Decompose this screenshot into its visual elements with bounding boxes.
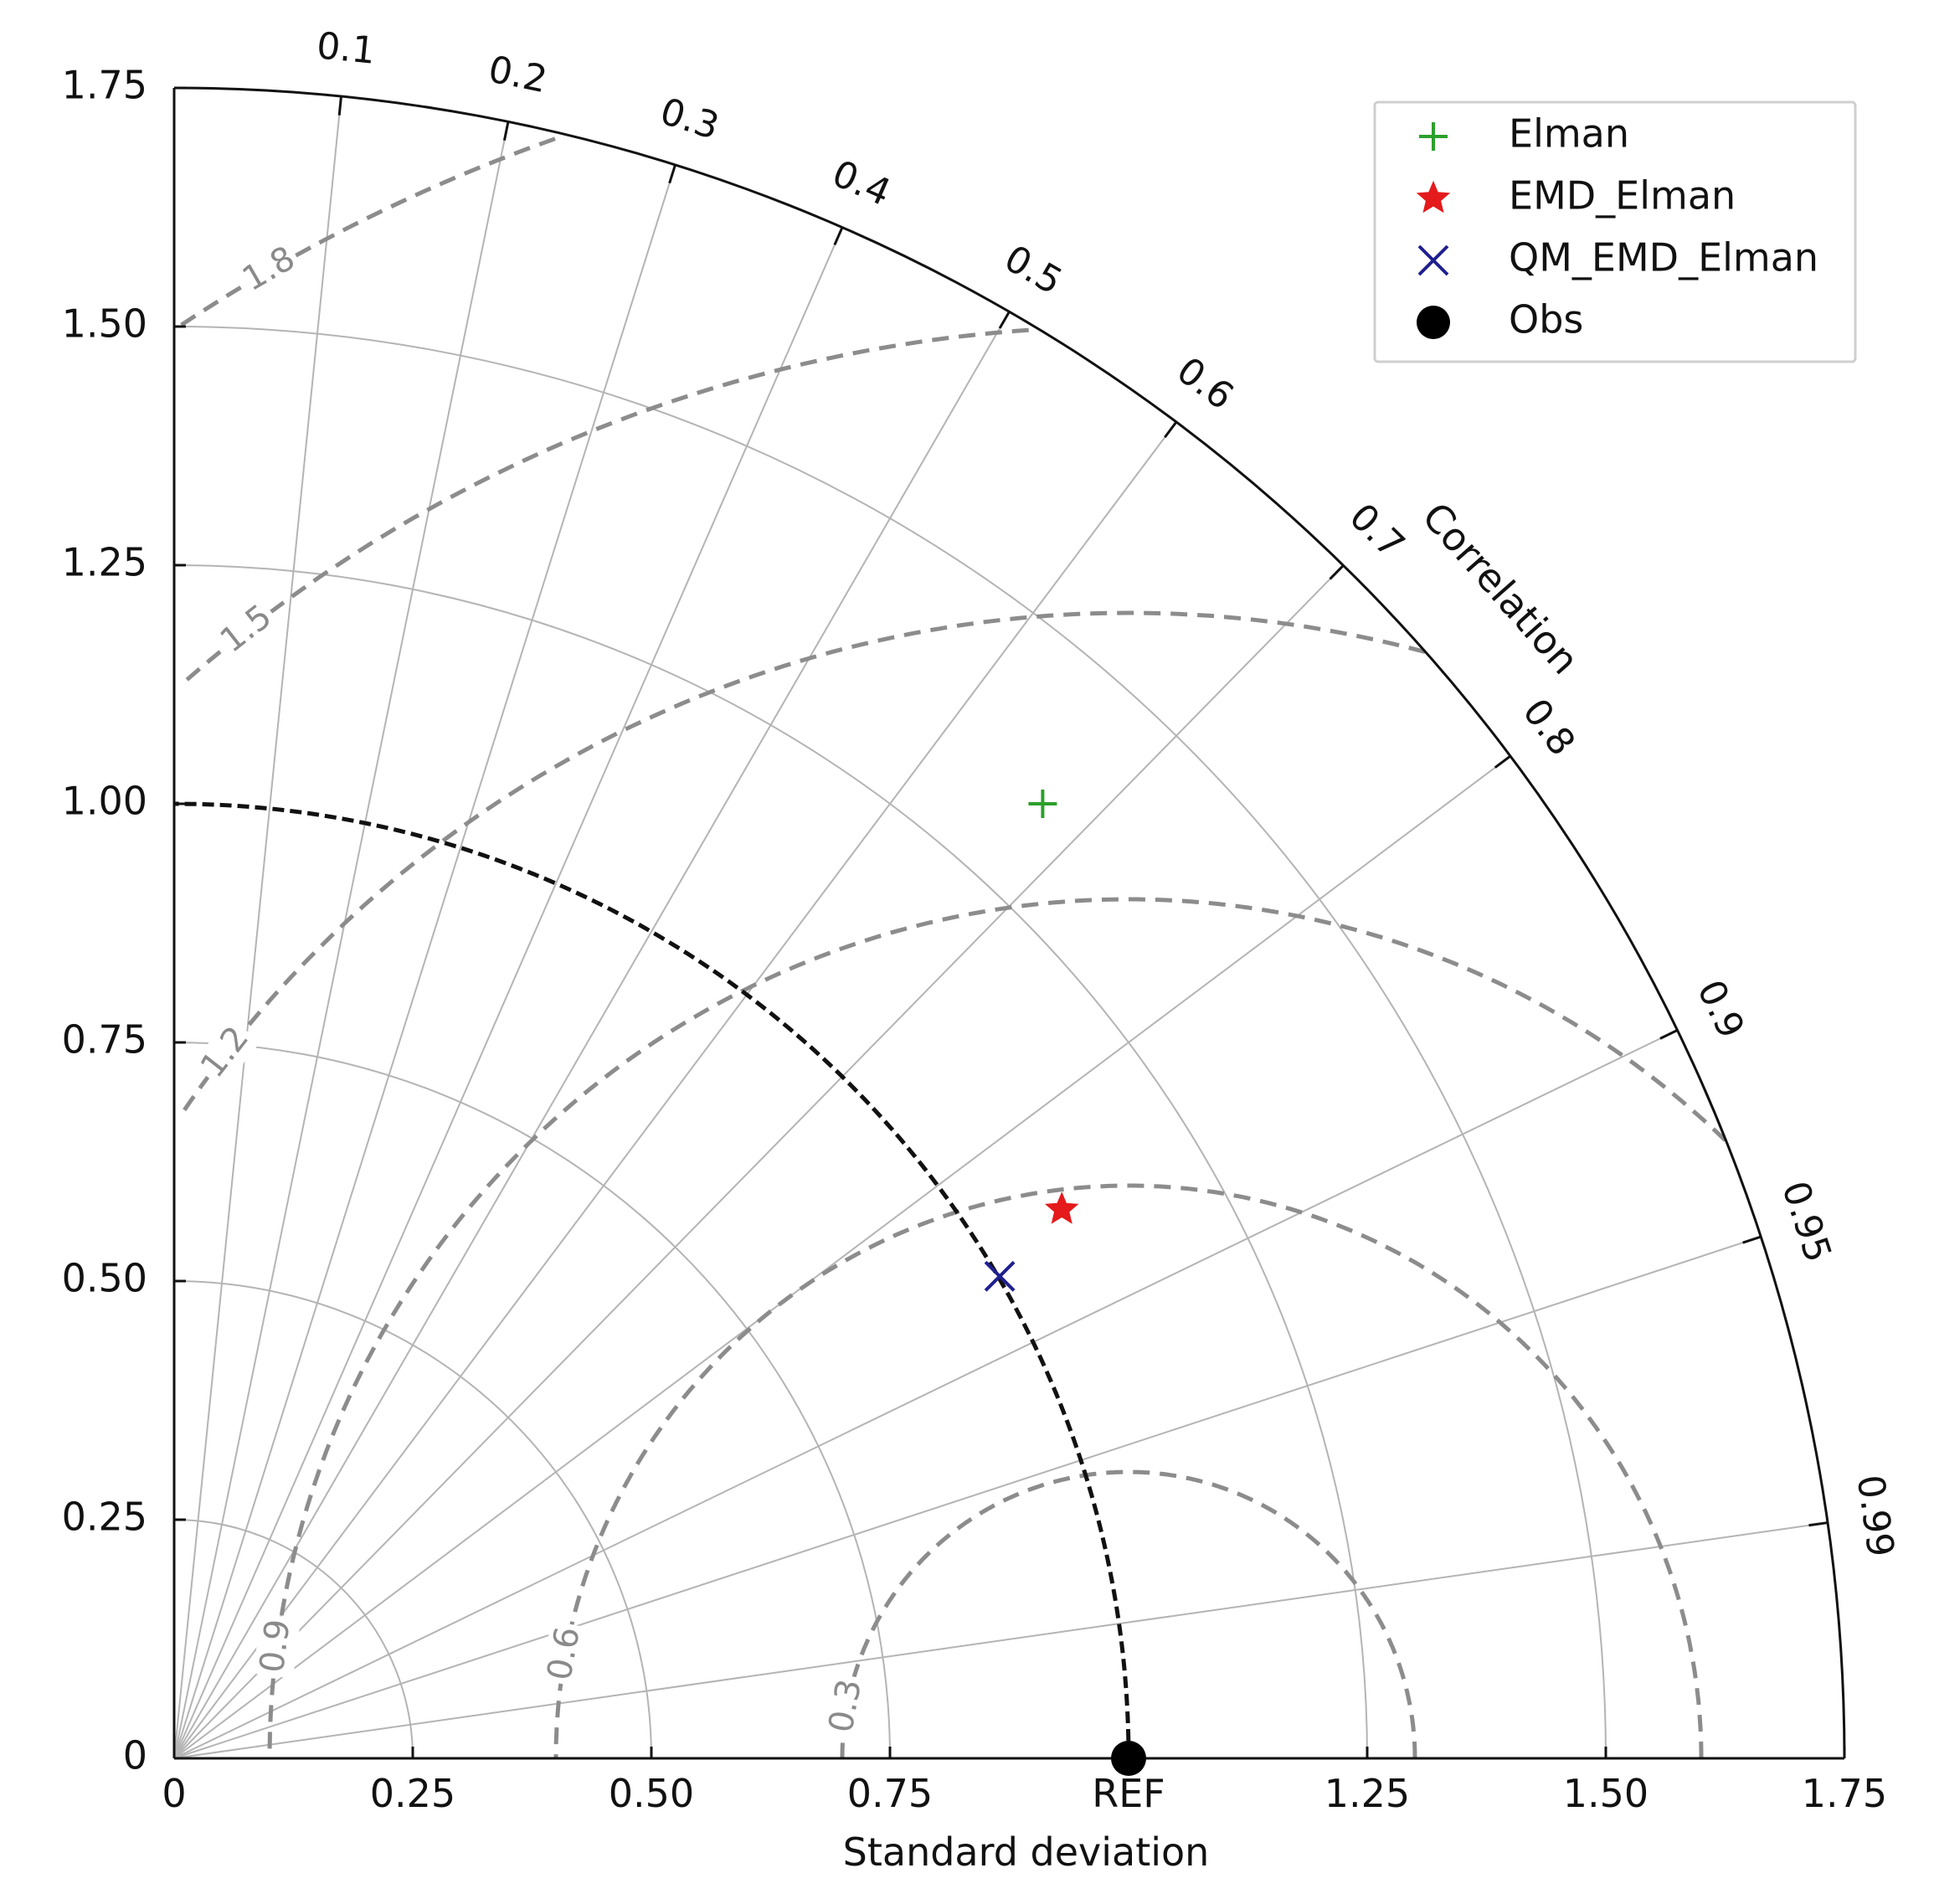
correlation-tick-label: 0.1 xyxy=(315,24,378,73)
legend-label: QM_EMD_Elman xyxy=(1509,235,1818,280)
rms-contour-label: 1.8 xyxy=(236,239,301,299)
marker-qm-emd-elman xyxy=(984,1260,1016,1292)
correlation-tick-label: 0.6 xyxy=(1169,349,1242,419)
correlation-tick-mark xyxy=(1659,1029,1679,1040)
rms-contour-label: 1.5 xyxy=(213,597,279,660)
x-marker-b xyxy=(1417,244,1449,276)
rms-contour xyxy=(178,327,1029,688)
y-tick-label: 0.75 xyxy=(62,1017,147,1063)
correlation-grid-line xyxy=(173,95,342,1759)
std-grid-arc xyxy=(173,326,1607,1759)
marker-obs xyxy=(1111,1741,1146,1776)
x-tick-label: 0.25 xyxy=(370,1771,455,1816)
rms-contour xyxy=(177,610,1426,1119)
correlation-tick-mark xyxy=(668,164,676,184)
legend: Elman EMD_Elman QM_EMD_Elman Obs xyxy=(1373,100,1857,363)
std-grid-arc xyxy=(173,564,1368,1759)
correlation-tick-mark xyxy=(502,121,510,141)
x-tick-label: 1.75 xyxy=(1802,1771,1887,1816)
correlation-tick-label: 0.7 xyxy=(1341,496,1413,567)
correlation-tick-mark xyxy=(1808,1521,1829,1527)
correlation-tick-mark xyxy=(1164,421,1178,439)
correlation-grid-line xyxy=(173,121,509,1759)
rms-label-background xyxy=(253,1613,301,1679)
correlation-tick-label: 0.4 xyxy=(826,152,898,215)
rms-contour xyxy=(267,897,1727,1758)
x-tick-label: 0.50 xyxy=(609,1771,694,1816)
correlation-grid-line xyxy=(173,227,843,1759)
legend-label: Elman xyxy=(1509,111,1629,157)
legend-label: EMD_Elman xyxy=(1509,173,1736,219)
y-tick-label: 0.25 xyxy=(62,1495,147,1540)
rms-contour-label: 0.3 xyxy=(821,1676,869,1736)
rms-label-background xyxy=(821,1672,872,1740)
reference-std-arc xyxy=(173,801,1131,1759)
correlation-grid-line xyxy=(173,755,1511,1759)
correlation-grid-line xyxy=(173,1029,1678,1759)
correlation-tick-label: 0.3 xyxy=(656,90,724,148)
rms-contour-label: 0.9 xyxy=(253,1617,298,1675)
correlation-grid-line xyxy=(173,1236,1762,1759)
x-tick-label: 0.75 xyxy=(847,1771,933,1816)
marker-emd-elman xyxy=(1044,1191,1079,1224)
rms-contours: 0.30.60.91.21.51.8 xyxy=(177,136,1727,1758)
std-grid-arc xyxy=(173,1280,652,1759)
correlation-tick-mark xyxy=(1329,564,1345,580)
x-marker-b xyxy=(984,1260,1016,1292)
y-tick-label: 1.25 xyxy=(62,540,147,585)
correlation-tick-mark xyxy=(337,95,342,116)
correlation-tick-mark xyxy=(1742,1235,1762,1244)
y-tick-label: 1.75 xyxy=(62,63,147,108)
correlation-tick-label: 0.8 xyxy=(1514,691,1583,764)
data-markers xyxy=(984,790,1146,1776)
x-tick-label: 0 xyxy=(162,1771,186,1816)
marker-elman xyxy=(1028,790,1057,818)
correlation-grid-line xyxy=(173,164,676,1759)
correlation-grid-line xyxy=(173,311,1011,1759)
std-grid-arc xyxy=(173,1042,891,1759)
correlation-tick-mark xyxy=(833,226,844,246)
rms-contour xyxy=(179,136,556,327)
rms-contour-label: 0.6 xyxy=(540,1624,588,1684)
y-tick-label: 1.00 xyxy=(62,779,147,824)
grid-layer xyxy=(173,95,1829,1759)
rms-label-background xyxy=(540,1620,591,1688)
correlation-tick-mark xyxy=(1494,754,1511,769)
legend-box xyxy=(1373,100,1857,363)
outer-arc xyxy=(173,86,1846,1759)
rms-contour xyxy=(553,1183,1704,1758)
y-tick-label: 0 xyxy=(123,1733,147,1778)
correlation-grid-line xyxy=(173,421,1177,1759)
y-tick-label: 0.50 xyxy=(62,1256,147,1301)
x-axis-title: Standard deviation xyxy=(843,1829,1210,1875)
legend-label: Obs xyxy=(1509,297,1583,342)
legend-marker xyxy=(1416,180,1451,214)
correlation-grid-line xyxy=(173,564,1345,1759)
x-tick-label: REF xyxy=(1092,1771,1165,1816)
std-grid-arc xyxy=(173,1519,414,1759)
legend-marker xyxy=(1419,122,1448,151)
x-tick-label: 1.50 xyxy=(1563,1771,1649,1816)
correlation-tick-label: 0.2 xyxy=(485,48,551,101)
correlation-tick-mark xyxy=(998,311,1011,329)
rms-label-background xyxy=(211,595,284,665)
correlation-tick-label: 0.99 xyxy=(1849,1472,1902,1559)
legend-marker xyxy=(1417,244,1449,276)
correlation-axis-title: Correlation xyxy=(1413,494,1587,683)
rms-label-background xyxy=(233,238,306,303)
correlation-tick-label: 0.95 xyxy=(1773,1176,1839,1268)
correlation-grid-line xyxy=(173,1521,1829,1759)
rms-contour xyxy=(840,1469,1417,1758)
rms-label-background xyxy=(191,1016,261,1089)
y-tick-label: 1.50 xyxy=(62,301,147,347)
legend-marker xyxy=(1417,306,1450,339)
x-tick-label: 1.25 xyxy=(1324,1771,1410,1816)
correlation-tick-label: 0.5 xyxy=(997,237,1069,303)
correlation-tick-label: 0.9 xyxy=(1689,974,1752,1045)
